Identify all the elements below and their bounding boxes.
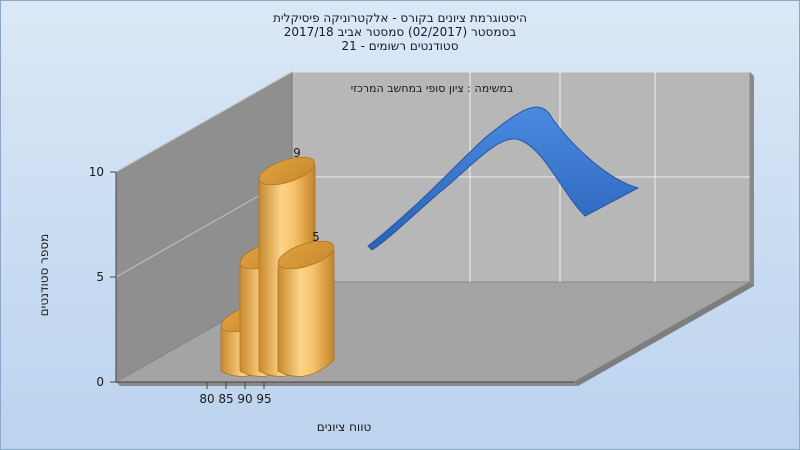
bar-body-95: [277, 249, 335, 377]
distribution-curve: [367, 106, 640, 251]
y-tick-label-1: 5: [96, 270, 104, 284]
x-tick-label-3: 95: [256, 392, 271, 406]
x-ticks: 80 85 90 95: [199, 382, 272, 406]
x-tick-label-0: 80: [199, 392, 214, 406]
y-ticks: 0 5 10: [89, 165, 116, 389]
bar-95: 5: [277, 230, 335, 377]
gridline-left-2: [115, 71, 293, 173]
x-axis-label: טווח ציונים: [317, 420, 372, 434]
bar-cap-95: [277, 240, 335, 270]
chart-title-line-2: בסמסטר (02/2017) סמסטר אביב 2017/18: [284, 25, 516, 39]
x-tick-label-1: 85: [218, 392, 233, 406]
floor-edge: [116, 382, 578, 386]
bar-value-label-95: 5: [312, 230, 320, 244]
x-tick-label-2: 90: [237, 392, 252, 406]
bar-value-label-90: 9: [293, 146, 301, 160]
chart-subtitle: במשימה : ציון סופי במחשב המרכזי: [351, 82, 514, 95]
chart-title-line-1: היסטוגרמת ציונים בקורס - אלקטרוניקה פיסי…: [273, 11, 527, 25]
back-wall-edge: [750, 72, 754, 286]
y-tick-label-0: 0: [96, 375, 104, 389]
y-axis-label: מספר סטודנטים: [37, 234, 51, 317]
bar-cap-90: [258, 156, 316, 186]
bars: 2595: [220, 146, 335, 377]
y-tick-label-2: 10: [89, 165, 104, 179]
floor-side-edge: [574, 282, 754, 386]
chart-title-line-3: סטודנטים רשומים - 21: [341, 39, 458, 53]
gridlines: [115, 71, 750, 282]
